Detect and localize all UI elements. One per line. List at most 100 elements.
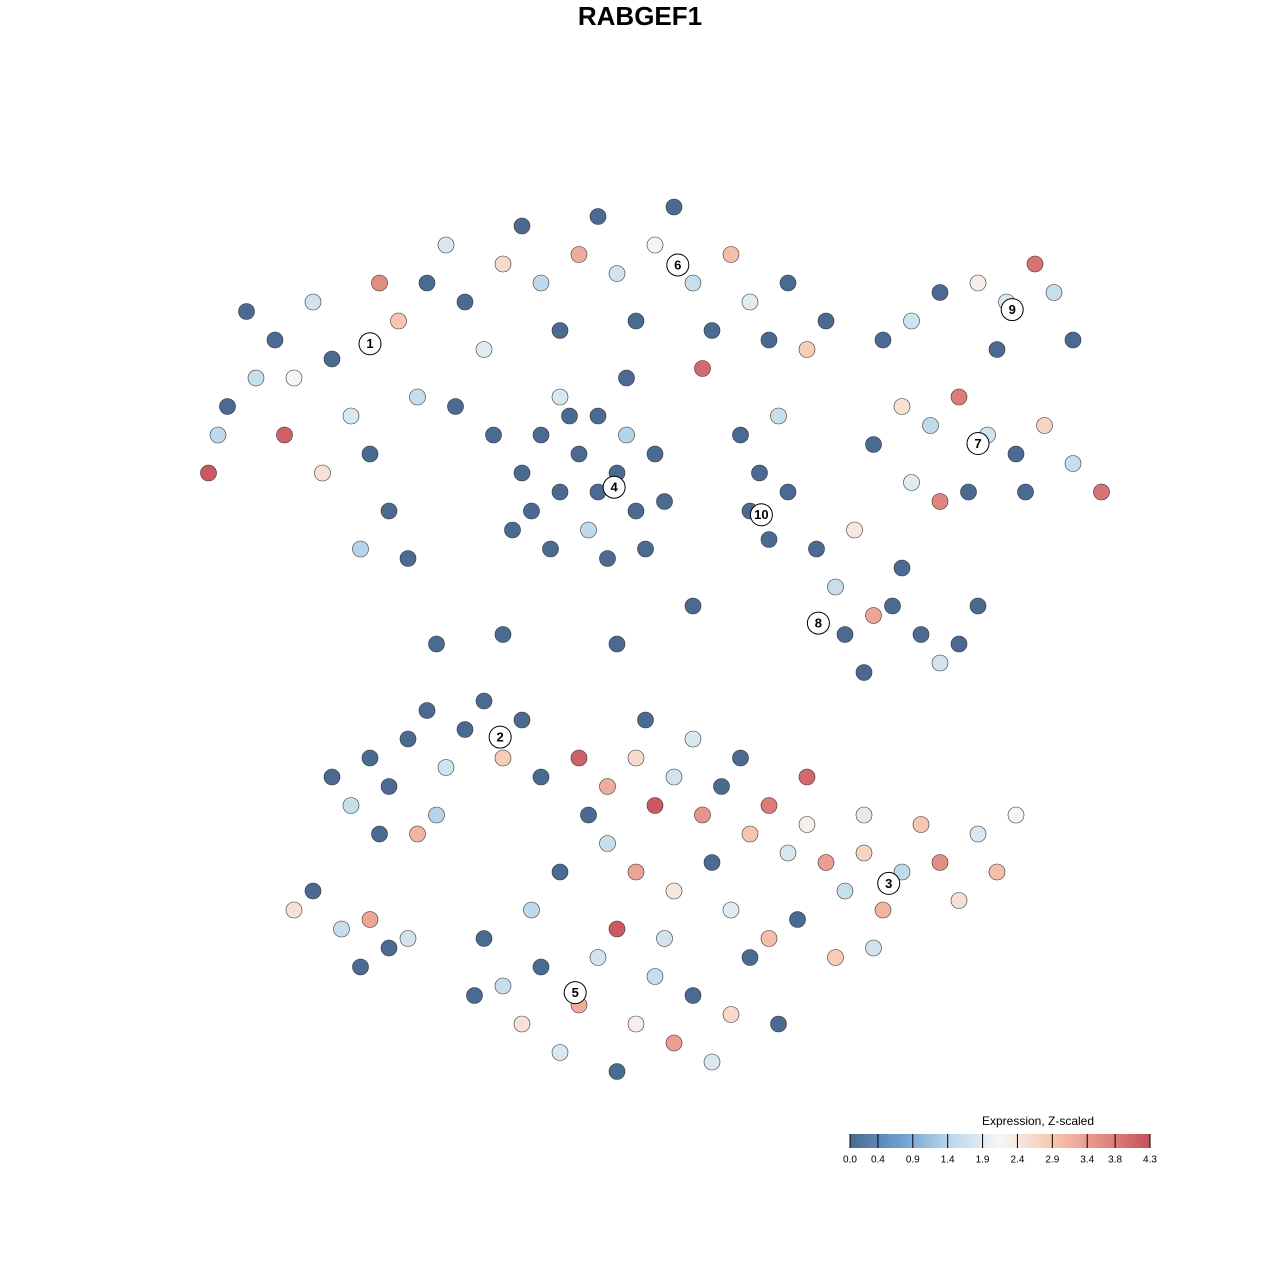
- cluster-label: 2: [497, 730, 504, 745]
- point: [542, 540, 559, 558]
- point: [523, 502, 540, 520]
- point: [570, 749, 588, 767]
- cluster-marker: [358, 332, 382, 356]
- point: [741, 825, 759, 843]
- point: [684, 274, 702, 292]
- cluster-marker: [966, 432, 990, 456]
- point: [627, 863, 645, 881]
- point: [485, 426, 502, 444]
- point: [703, 854, 721, 871]
- colorbar-tick-label: 4.3: [1143, 1155, 1157, 1166]
- point: [1064, 331, 1082, 349]
- point: [551, 322, 569, 339]
- point: [380, 778, 398, 795]
- point: [779, 274, 797, 292]
- point: [732, 426, 749, 444]
- cluster-label: 9: [1009, 302, 1016, 317]
- point: [285, 369, 303, 387]
- point: [627, 312, 645, 330]
- point: [361, 445, 379, 463]
- point: [827, 949, 844, 966]
- point: [466, 987, 483, 1004]
- point: [608, 635, 626, 653]
- point: [599, 835, 616, 852]
- colorbar: Expression, Z-scaled 0.0 0.4 0.9 1.4 1.9 2.4 2…: [843, 1114, 1157, 1165]
- point: [931, 854, 949, 871]
- point: [428, 806, 445, 824]
- point: [808, 540, 825, 558]
- point: [646, 236, 664, 254]
- point: [494, 626, 512, 643]
- point: [494, 255, 512, 273]
- point: [589, 208, 607, 225]
- point: [456, 721, 474, 738]
- point: [513, 217, 531, 235]
- point: [399, 930, 417, 947]
- point: [703, 1053, 721, 1071]
- point: [304, 293, 322, 311]
- point: [371, 274, 388, 292]
- point: [817, 312, 835, 330]
- point: [874, 901, 892, 919]
- point: [390, 312, 407, 330]
- point: [950, 892, 968, 909]
- point: [494, 977, 512, 995]
- colorbar-tick-label: 2.4: [1010, 1155, 1024, 1166]
- point: [684, 987, 702, 1004]
- point: [760, 531, 778, 548]
- point: [523, 901, 540, 919]
- colorbar-tick-label: 1.9: [976, 1155, 990, 1166]
- point: [409, 388, 426, 406]
- point: [532, 958, 550, 976]
- point: [732, 749, 749, 767]
- point: [846, 521, 863, 539]
- point: [969, 274, 987, 292]
- point: [931, 284, 949, 301]
- point: [646, 968, 664, 985]
- point: [637, 540, 654, 558]
- point: [969, 597, 987, 615]
- point: [475, 692, 493, 710]
- point: [323, 768, 341, 786]
- point: [1026, 255, 1044, 273]
- point: [779, 844, 797, 862]
- point: [551, 863, 569, 881]
- point: [570, 246, 588, 263]
- point: [931, 493, 949, 510]
- point: [580, 521, 597, 539]
- cluster-label: 8: [815, 616, 822, 631]
- point: [903, 474, 920, 491]
- point: [1045, 284, 1063, 301]
- point: [361, 911, 379, 928]
- cluster-label: 10: [754, 507, 768, 522]
- point: [798, 816, 816, 833]
- point: [513, 464, 531, 482]
- point: [665, 768, 683, 786]
- point: [627, 502, 645, 520]
- cluster-label: 4: [611, 480, 619, 495]
- point: [741, 293, 759, 311]
- point: [399, 730, 417, 748]
- point: [827, 578, 844, 596]
- point: [760, 331, 778, 349]
- point: [532, 274, 550, 292]
- point: [694, 806, 711, 824]
- point: [722, 901, 740, 919]
- chart-title: RABGEF1: [578, 1, 702, 31]
- point: [770, 407, 787, 425]
- point: [1007, 445, 1025, 463]
- point: [513, 1015, 531, 1033]
- point: [380, 502, 398, 520]
- colorbar-tick-label: 1.4: [941, 1155, 955, 1166]
- cluster-marker: [806, 611, 830, 635]
- point: [447, 398, 464, 415]
- point: [580, 806, 597, 824]
- point: [551, 483, 569, 501]
- point: [1036, 417, 1053, 434]
- point: [276, 426, 293, 444]
- point: [589, 407, 607, 425]
- point: [475, 341, 493, 358]
- point: [475, 930, 493, 947]
- point: [798, 341, 816, 358]
- point: [865, 436, 882, 453]
